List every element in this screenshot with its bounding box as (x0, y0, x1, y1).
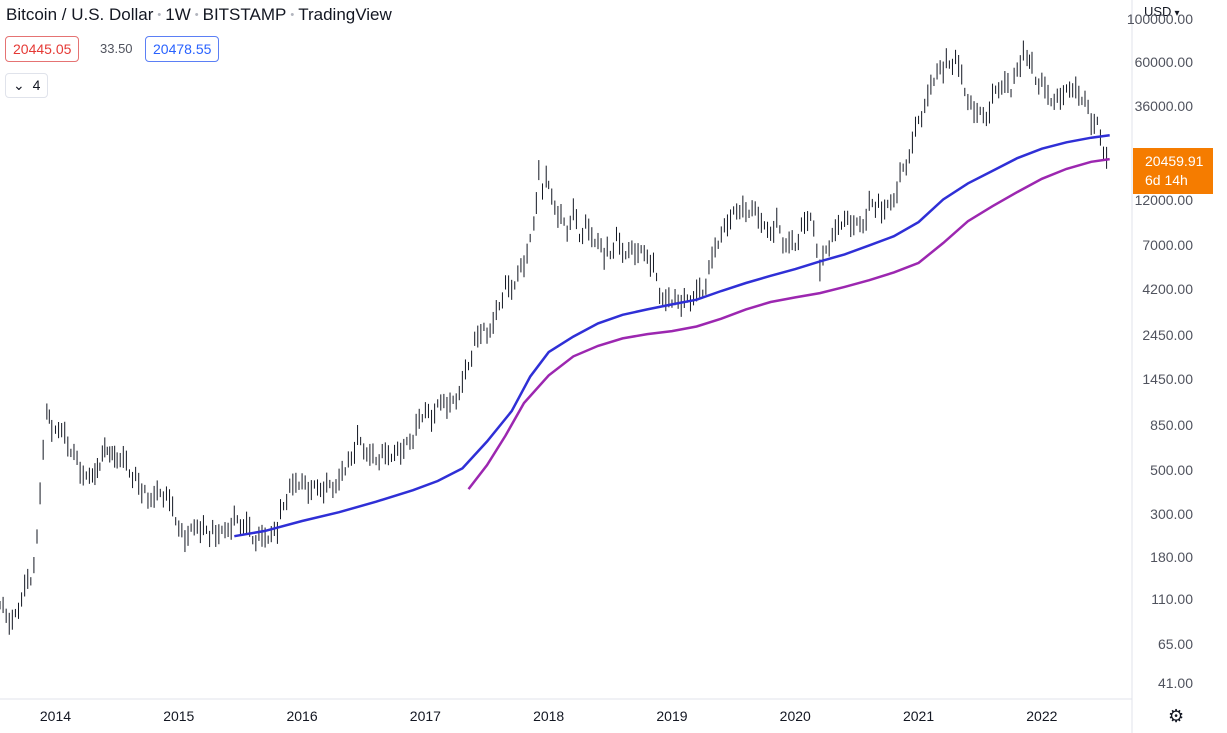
price-axis-tick: 36000.00 (1134, 97, 1193, 114)
indicators-toggle-button[interactable]: ⌄ 4 (5, 73, 49, 98)
moving-average-purple-line (467, 157, 1110, 490)
currency-dropdown[interactable]: USD ▾ (1144, 4, 1179, 19)
price-axis-tick: 4200.00 (1142, 280, 1193, 297)
time-axis-tick: 2016 (286, 708, 318, 724)
time-axis-tick: 2022 (1026, 708, 1058, 724)
price-axis-tick: 100000.00 (1126, 10, 1193, 27)
price-axis-tick: 1450.00 (1142, 371, 1193, 388)
chevron-down-icon: ▾ (1174, 8, 1180, 19)
price-axis-tick: 180.00 (1150, 549, 1193, 566)
price-axis-tick: 500.00 (1150, 462, 1193, 479)
price-axis-tick: 300.00 (1150, 505, 1193, 522)
exchange-label: BITSTAMP (202, 5, 287, 24)
time-axis-tick: 2018 (533, 708, 565, 724)
price-axis-tick: 41.00 (1157, 675, 1193, 692)
interval-label[interactable]: 1W (165, 5, 191, 24)
time-axis-tick: 2017 (409, 708, 441, 724)
time-axis-tick: 2015 (163, 708, 195, 724)
spread-value: 33.50 (100, 41, 133, 56)
gear-icon[interactable]: ⚙ (1168, 706, 1185, 726)
chart-legend-title[interactable]: Bitcoin / U.S. Dollar • 1W • BITSTAMP • Tradin… (6, 5, 392, 25)
price-axis-tick: 60000.00 (1134, 54, 1193, 71)
symbol-name[interactable]: Bitcoin / U.S. Dollar (6, 5, 154, 24)
ohlc-bars (0, 40, 1108, 635)
price-axis-tick: 7000.00 (1142, 237, 1193, 254)
last-price-label: 20459.91 6d 14h (1133, 148, 1213, 194)
separator-dot: • (157, 9, 162, 21)
bar-countdown: 6d 14h (1145, 172, 1188, 188)
moving-average-blue-line (234, 134, 1110, 538)
separator-dot: • (290, 9, 295, 21)
price-axis-tick: 65.00 (1157, 635, 1193, 652)
platform-label: TradingView (298, 5, 392, 24)
time-axis-tick: 2021 (902, 708, 935, 724)
last-price-value: 20459.91 (1145, 153, 1204, 169)
price-axis-tick: 850.00 (1150, 416, 1193, 433)
ask-price-button[interactable]: 20478.55 (145, 36, 220, 62)
indicators-count: 4 (32, 77, 41, 93)
time-axis-tick: 2020 (779, 708, 811, 724)
price-axis-tick: 110.00 (1151, 591, 1193, 608)
currency-label: USD (1144, 4, 1172, 19)
chevron-down-icon: ⌄ (13, 77, 25, 93)
time-axis-tick: 2014 (39, 708, 72, 724)
time-axis-tick: 2019 (656, 708, 688, 724)
bid-price-button[interactable]: 20445.05 (5, 36, 80, 62)
separator-dot: • (194, 9, 199, 21)
price-axis-tick: 2450.00 (1142, 326, 1193, 343)
price-axis-tick: 12000.00 (1134, 191, 1193, 208)
